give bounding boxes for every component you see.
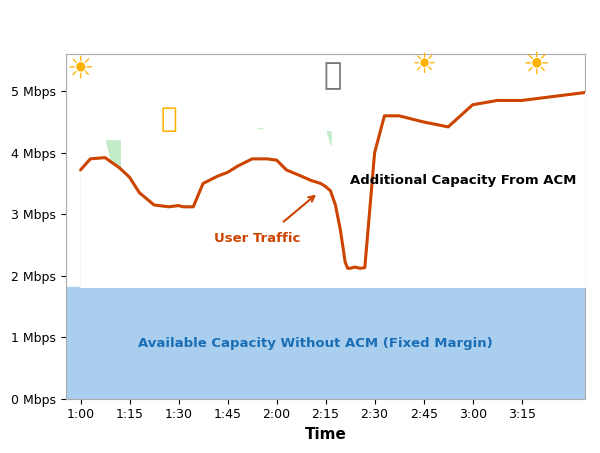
- Text: ⛅: ⛅: [160, 105, 177, 133]
- Text: Additional Capacity From ACM: Additional Capacity From ACM: [350, 174, 576, 187]
- Text: Available Capacity Without ACM (Fixed Margin): Available Capacity Without ACM (Fixed Ma…: [139, 337, 493, 350]
- Text: User Traffic: User Traffic: [214, 232, 300, 245]
- Text: ☀: ☀: [411, 52, 436, 79]
- X-axis label: Time: Time: [305, 427, 347, 442]
- Text: ⛈: ⛈: [324, 61, 342, 91]
- Text: ☀: ☀: [523, 51, 550, 80]
- Text: ☀: ☀: [67, 55, 94, 84]
